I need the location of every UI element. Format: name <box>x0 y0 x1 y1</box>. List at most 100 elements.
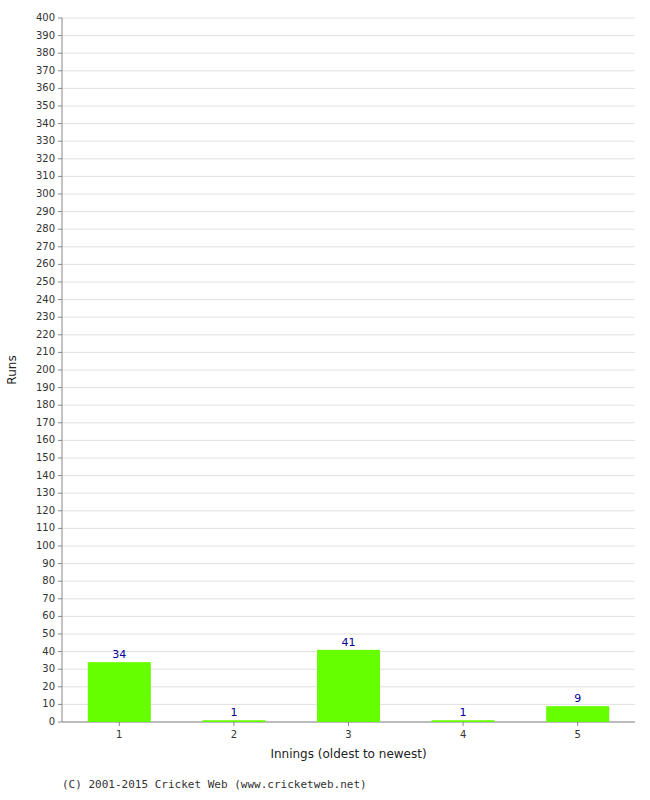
bar <box>432 720 495 722</box>
tick-mark <box>58 264 62 265</box>
tick-mark <box>58 299 62 300</box>
grid-line <box>62 194 635 195</box>
tick-mark <box>58 598 62 599</box>
tick-label: 220 <box>36 329 55 340</box>
tick-mark <box>58 458 62 459</box>
chart: 0102030405060708090100110120130140150160… <box>0 0 650 800</box>
tick-mark <box>58 35 62 36</box>
tick-mark <box>58 282 62 283</box>
grid-line <box>62 299 635 300</box>
grid-line <box>62 53 635 54</box>
tick-mark <box>58 722 62 723</box>
tick-label: 290 <box>36 206 55 217</box>
tick-mark <box>58 405 62 406</box>
tick-mark <box>58 546 62 547</box>
tick-label: 70 <box>42 593 55 604</box>
grid-line <box>62 158 635 159</box>
tick-label: 180 <box>36 399 55 410</box>
tick-mark <box>58 616 62 617</box>
tick-mark <box>58 510 62 511</box>
tick-label: 3 <box>345 729 351 740</box>
tick-label: 260 <box>36 258 55 269</box>
tick-label: 300 <box>36 188 55 199</box>
tick-label: 90 <box>42 558 55 569</box>
tick-label: 310 <box>36 170 55 181</box>
tick-mark <box>58 211 62 212</box>
tick-label: 170 <box>36 417 55 428</box>
tick-mark <box>58 704 62 705</box>
tick-mark <box>233 722 234 726</box>
tick-mark <box>58 528 62 529</box>
grid-line <box>62 616 635 617</box>
grid-line <box>62 475 635 476</box>
grid-line <box>62 70 635 71</box>
tick-label: 210 <box>36 346 55 357</box>
tick-label: 30 <box>42 663 55 674</box>
tick-mark <box>58 141 62 142</box>
tick-mark <box>58 634 62 635</box>
tick-label: 270 <box>36 241 55 252</box>
grid-line <box>62 317 635 318</box>
tick-label: 380 <box>36 47 55 58</box>
tick-mark <box>119 722 120 726</box>
bar <box>202 720 265 722</box>
grid-line <box>62 246 635 247</box>
tick-label: 60 <box>42 610 55 621</box>
grid-line <box>62 211 635 212</box>
tick-mark <box>58 53 62 54</box>
tick-mark <box>58 370 62 371</box>
grid-line <box>62 352 635 353</box>
data-label: 9 <box>574 692 581 705</box>
tick-label: 120 <box>36 505 55 516</box>
grid-line <box>62 405 635 406</box>
tick-mark <box>58 317 62 318</box>
grid-line <box>62 123 635 124</box>
axes: 0102030405060708090100110120130140150160… <box>36 12 635 740</box>
grid-line <box>62 581 635 582</box>
footer: (C) 2001-2015 Cricket Web (www.cricketwe… <box>62 778 367 791</box>
grid-line <box>62 546 635 547</box>
tick-label: 190 <box>36 382 55 393</box>
tick-mark <box>58 422 62 423</box>
grid-line <box>62 35 635 36</box>
tick-label: 50 <box>42 628 55 639</box>
grid <box>62 18 635 722</box>
data-label: 1 <box>230 706 237 719</box>
tick-label: 140 <box>36 470 55 481</box>
tick-label: 20 <box>42 681 55 692</box>
tick-mark <box>577 722 578 726</box>
tick-mark <box>58 246 62 247</box>
tick-label: 80 <box>42 575 55 586</box>
grid-line <box>62 334 635 335</box>
tick-mark <box>58 18 62 19</box>
tick-mark <box>58 70 62 71</box>
tick-mark <box>58 581 62 582</box>
y-axis-label: Runs <box>5 355 19 384</box>
grid-line <box>62 141 635 142</box>
tick-mark <box>58 176 62 177</box>
grid-line <box>62 422 635 423</box>
bar <box>317 650 380 722</box>
tick-mark <box>463 722 464 726</box>
grid-line <box>62 282 635 283</box>
tick-mark <box>58 387 62 388</box>
grid-line <box>62 229 635 230</box>
tick-mark <box>58 123 62 124</box>
grid-line <box>62 598 635 599</box>
tick-mark <box>58 475 62 476</box>
grid-line <box>62 440 635 441</box>
tick-mark <box>58 106 62 107</box>
tick-label: 350 <box>36 100 55 111</box>
tick-label: 150 <box>36 452 55 463</box>
tick-label: 240 <box>36 294 55 305</box>
data-label: 1 <box>460 706 467 719</box>
grid-line <box>62 458 635 459</box>
tick-label: 40 <box>42 646 55 657</box>
tick-mark <box>58 194 62 195</box>
tick-label: 130 <box>36 487 55 498</box>
tick-label: 390 <box>36 30 55 41</box>
tick-mark <box>58 651 62 652</box>
grid-line <box>62 370 635 371</box>
grid-line <box>62 528 635 529</box>
tick-label: 5 <box>575 729 581 740</box>
